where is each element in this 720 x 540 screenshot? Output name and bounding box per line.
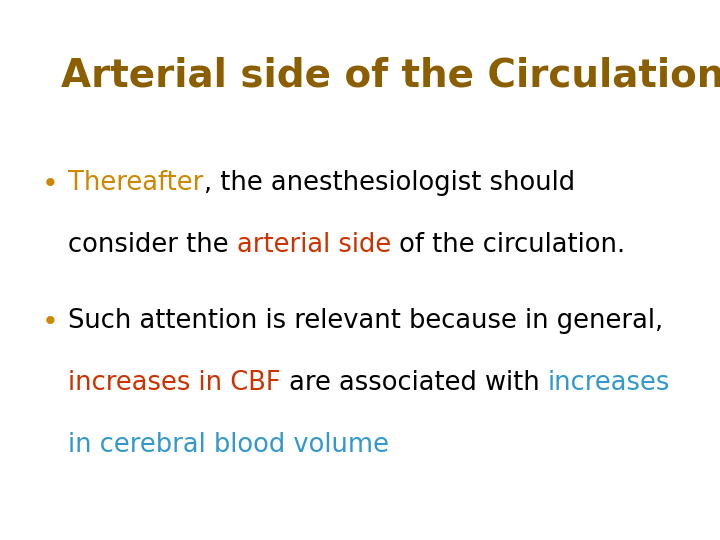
Text: in cerebral blood volume: in cerebral blood volume (68, 432, 390, 458)
Text: are associated with: are associated with (281, 370, 548, 396)
Text: of the circulation.: of the circulation. (392, 232, 626, 258)
Text: arterial side: arterial side (237, 232, 392, 258)
Text: Arterial side of the Circulation: Arterial side of the Circulation (61, 57, 720, 94)
Text: Thereafter: Thereafter (68, 170, 204, 196)
Text: increases in CBF: increases in CBF (68, 370, 281, 396)
Text: consider the: consider the (68, 232, 237, 258)
Text: •: • (42, 170, 58, 198)
Text: Such attention is relevant because in general,: Such attention is relevant because in ge… (68, 308, 664, 334)
Text: increases: increases (548, 370, 670, 396)
Text: , the anesthesiologist should: , the anesthesiologist should (204, 170, 575, 196)
Text: •: • (42, 308, 58, 336)
